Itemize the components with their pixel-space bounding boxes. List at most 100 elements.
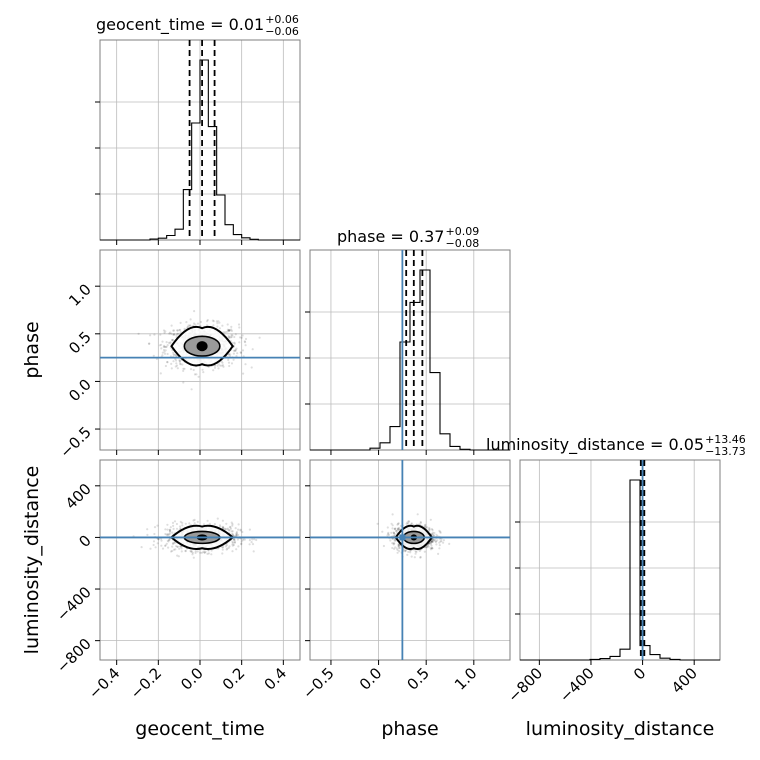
sample-point bbox=[429, 543, 432, 546]
sample-point bbox=[236, 538, 239, 541]
sample-point bbox=[424, 523, 427, 526]
sample-point bbox=[189, 318, 192, 321]
sample-point bbox=[258, 336, 261, 339]
sample-point bbox=[222, 526, 225, 529]
sample-point bbox=[196, 550, 199, 553]
sample-point bbox=[235, 534, 238, 537]
sample-point bbox=[230, 521, 233, 524]
sample-point bbox=[164, 544, 167, 548]
sample-point bbox=[166, 344, 169, 347]
sample-point bbox=[248, 528, 251, 531]
sample-point bbox=[160, 347, 163, 350]
sample-point bbox=[191, 553, 194, 556]
y-tick-label: 0.0 bbox=[65, 376, 95, 406]
sample-point bbox=[169, 342, 172, 345]
sample-point bbox=[210, 553, 213, 556]
sample-point bbox=[248, 539, 251, 542]
sample-point bbox=[200, 551, 203, 554]
sample-point bbox=[227, 529, 230, 532]
sample-point bbox=[205, 324, 209, 327]
sample-point bbox=[179, 362, 182, 365]
sample-point bbox=[170, 338, 173, 342]
sample-point bbox=[186, 326, 189, 329]
sample-point bbox=[172, 329, 176, 332]
sample-point bbox=[426, 546, 429, 549]
sample-point bbox=[397, 522, 400, 525]
sample-point bbox=[178, 328, 181, 332]
sample-point bbox=[391, 524, 394, 527]
y-axis-label-luminosity-distance: luminosity_distance bbox=[21, 466, 43, 655]
sample-point bbox=[182, 367, 185, 370]
sample-point bbox=[174, 548, 177, 551]
sample-point bbox=[251, 543, 255, 546]
sample-point bbox=[395, 547, 398, 550]
sample-point bbox=[439, 531, 442, 534]
sample-point bbox=[161, 547, 165, 550]
axes-frame bbox=[519, 459, 721, 661]
x-tick-label: 1.0 bbox=[451, 664, 481, 694]
sample-point bbox=[179, 321, 182, 324]
sample-point bbox=[238, 341, 241, 344]
sample-point bbox=[219, 525, 222, 528]
sample-point bbox=[232, 537, 235, 541]
y-tick-label: −0.5 bbox=[56, 423, 94, 461]
x-tick-label: 0.0 bbox=[177, 664, 207, 694]
sample-point bbox=[232, 538, 235, 541]
sample-point bbox=[225, 522, 228, 525]
sample-point bbox=[182, 381, 185, 384]
sample-point bbox=[232, 541, 235, 544]
title-upper-error: +0.09 bbox=[445, 225, 479, 238]
sample-point bbox=[390, 522, 393, 525]
sample-point bbox=[163, 350, 166, 353]
sample-point bbox=[166, 360, 169, 364]
sample-point bbox=[236, 352, 239, 355]
sample-point bbox=[176, 329, 179, 332]
sample-point bbox=[227, 336, 231, 339]
sample-point bbox=[237, 533, 240, 537]
sample-point bbox=[221, 364, 225, 367]
sample-point bbox=[406, 521, 409, 524]
sample-point bbox=[397, 528, 400, 531]
sample-point bbox=[166, 533, 169, 536]
sample-point bbox=[429, 548, 433, 551]
sample-point bbox=[407, 550, 410, 554]
sample-point bbox=[239, 336, 242, 339]
sample-point bbox=[166, 528, 169, 531]
sample-point bbox=[233, 335, 236, 339]
sample-point bbox=[163, 331, 166, 334]
sample-point bbox=[234, 527, 237, 530]
sample-point bbox=[231, 540, 234, 544]
sample-point bbox=[193, 518, 196, 522]
sample-point bbox=[414, 552, 417, 555]
sample-point bbox=[428, 528, 431, 531]
sample-point bbox=[431, 540, 434, 544]
sample-point bbox=[216, 322, 219, 325]
sample-point bbox=[172, 329, 175, 332]
sample-point bbox=[230, 329, 233, 332]
sample-point bbox=[211, 319, 214, 322]
title-lower-error: −0.06 bbox=[265, 25, 299, 38]
sample-point bbox=[393, 542, 396, 545]
sample-point bbox=[152, 540, 156, 543]
sample-point bbox=[419, 521, 422, 525]
title-lower-error: −0.08 bbox=[445, 237, 479, 250]
x-axis-label-phase: phase bbox=[381, 718, 438, 740]
sample-point bbox=[172, 548, 176, 551]
sample-point bbox=[233, 538, 236, 541]
sample-point bbox=[173, 333, 176, 336]
sample-point bbox=[234, 348, 237, 351]
sample-point bbox=[431, 528, 434, 532]
x-tick-label: 400 bbox=[668, 664, 701, 697]
sample-point bbox=[228, 329, 231, 333]
sample-point bbox=[229, 353, 232, 356]
sample-point bbox=[239, 351, 242, 354]
sample-point bbox=[165, 533, 168, 536]
sample-point bbox=[404, 549, 407, 552]
sample-point bbox=[188, 522, 191, 525]
sample-point bbox=[237, 528, 240, 531]
sample-point bbox=[435, 533, 438, 536]
sample-point bbox=[429, 541, 432, 544]
x-tick-label: −400 bbox=[556, 664, 598, 706]
sample-point bbox=[175, 364, 179, 367]
